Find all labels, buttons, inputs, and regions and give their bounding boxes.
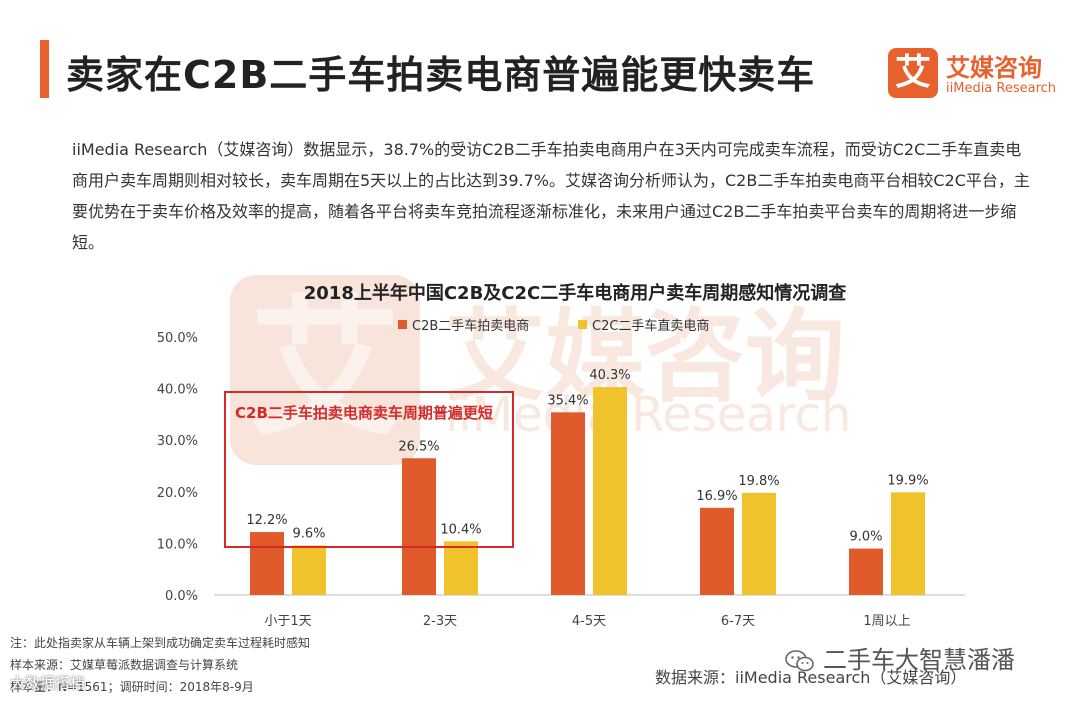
data-label: 35.4% xyxy=(547,393,588,408)
x-tick-label: 1周以上 xyxy=(863,614,910,629)
brand-logo: 艾 艾媒咨询 iiMedia Research xyxy=(888,48,1063,102)
title-accent-bar xyxy=(40,40,49,98)
data-label: 19.8% xyxy=(738,474,779,489)
data-label: 19.9% xyxy=(887,473,928,488)
bar-chart: 2018上半年中国C2B及C2C二手车电商用户卖车周期感知情况调查 C2B二手车拍… xyxy=(157,282,965,629)
bar-c2c xyxy=(742,492,776,595)
highlight-annotation: C2B二手车拍卖电商卖车周期普遍更短 xyxy=(235,404,493,422)
x-tick-label: 6-7天 xyxy=(721,614,755,629)
sample-source: 样本来源：艾媒草莓派数据调查与计算系统 xyxy=(10,658,239,672)
bar-c2b xyxy=(849,548,883,595)
data-label: 10.4% xyxy=(440,522,481,537)
data-label: 9.0% xyxy=(849,530,882,545)
bar-c2c xyxy=(292,545,326,595)
bar-c2b xyxy=(700,507,734,595)
highlight-box xyxy=(224,391,514,548)
page-title: 卖家在C2B二手车拍卖电商普遍能更快卖车 xyxy=(66,53,816,97)
y-tick-label: 10.0% xyxy=(157,537,198,552)
wechat-icon xyxy=(785,650,814,672)
bar-c2c xyxy=(444,541,478,595)
bar-c2c xyxy=(891,492,925,595)
logo-name-cn: 艾媒咨询 xyxy=(946,54,1042,82)
summary-paragraph: iiMedia Research（艾媒咨询）数据显示，38.7%的受访C2B二手… xyxy=(72,140,1030,252)
bar-c2b xyxy=(250,532,284,595)
bar-c2b xyxy=(402,458,436,595)
y-tick-label: 20.0% xyxy=(157,486,198,501)
logo-mark-icon: 艾 xyxy=(888,48,938,98)
wechat-account: 二手车大智慧潘潘 xyxy=(785,640,1015,675)
footnote: 注：此处指卖家从车辆上架到成功确定卖车过程耗时感知 xyxy=(10,636,311,650)
sample-size: 样本量：N=1561；调研时间：2018年8-9月 xyxy=(10,680,254,694)
x-tick-label: 4-5天 xyxy=(572,614,606,629)
data-label: 26.5% xyxy=(398,439,439,454)
legend-swatch-1 xyxy=(398,320,407,329)
corner-watermark: 大数据搭档 xyxy=(10,674,86,692)
legend-label-2: C2C二手车直卖电商 xyxy=(592,318,709,334)
data-source: 数据来源：iiMedia Research（艾媒咨询） xyxy=(655,668,967,687)
y-tick-label: 30.0% xyxy=(157,434,198,449)
chart-title: 2018上半年中国C2B及C2C二手车电商用户卖车周期感知情况调查 xyxy=(304,282,847,304)
y-tick-label: 50.0% xyxy=(157,331,198,346)
wechat-account-name: 二手车大智慧潘潘 xyxy=(823,646,1015,674)
bar-c2b xyxy=(551,412,585,595)
legend-swatch-2 xyxy=(578,320,587,329)
logo-name-en: iiMedia Research xyxy=(946,81,1057,96)
data-label: 40.3% xyxy=(589,368,630,383)
bar-c2c xyxy=(593,387,627,595)
y-tick-label: 0.0% xyxy=(165,589,198,604)
legend-label-1: C2B二手车拍卖电商 xyxy=(412,318,529,334)
data-label: 16.9% xyxy=(696,489,737,504)
data-label: 9.6% xyxy=(292,526,325,541)
y-tick-label: 40.0% xyxy=(157,383,198,398)
data-label: 12.2% xyxy=(246,513,287,528)
x-tick-label: 2-3天 xyxy=(423,614,457,629)
x-tick-label: 小于1天 xyxy=(264,614,311,629)
